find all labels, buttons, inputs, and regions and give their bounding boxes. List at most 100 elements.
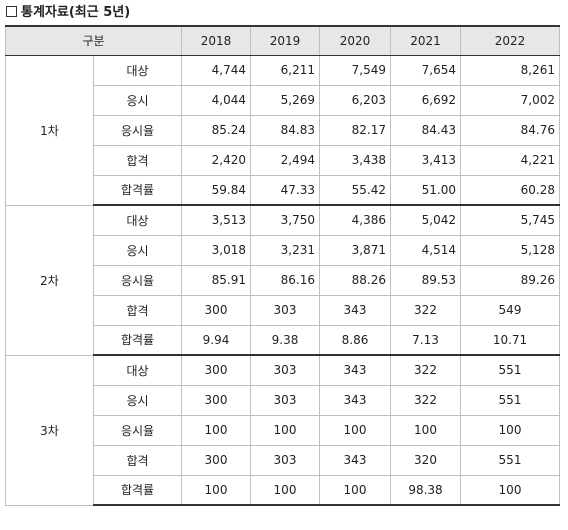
table-cell: 2,494 (250, 144, 320, 176)
table-cell: 303 (250, 294, 320, 326)
table-row: 응시율 100 100 100 100 100 (6, 414, 560, 446)
row-label: 대상 (93, 354, 182, 386)
table-cell: 4,221 (460, 144, 560, 176)
table-cell: 100 (460, 414, 560, 446)
table-cell: 322 (390, 354, 461, 386)
table-cell: 343 (319, 444, 391, 476)
row-label: 응시 (93, 234, 182, 266)
table-cell: 89.53 (390, 264, 461, 296)
table-cell: 98.38 (390, 474, 461, 506)
table-cell: 84.43 (390, 114, 461, 146)
table-cell: 8,261 (460, 54, 560, 86)
row-label: 응시율 (93, 264, 182, 296)
checkbox-square-icon (6, 6, 17, 17)
table-cell: 85.24 (181, 114, 251, 146)
table-cell: 5,745 (460, 204, 560, 236)
table-cell: 88.26 (319, 264, 391, 296)
header-year: 2019 (250, 25, 320, 56)
table-header: 구분 2018 2019 2020 2021 2022 (5, 25, 560, 56)
table-cell: 84.76 (460, 114, 560, 146)
table-cell: 84.83 (250, 114, 320, 146)
table-row: 응시 3,018 3,231 3,871 4,514 5,128 (6, 234, 560, 266)
table-cell: 343 (319, 384, 391, 416)
table-cell: 100 (181, 414, 251, 446)
row-label: 합격률 (93, 324, 182, 356)
table-cell: 59.84 (181, 174, 251, 206)
table-cell: 300 (181, 294, 251, 326)
table-cell: 4,386 (319, 204, 391, 236)
table-row: 합격 2,420 2,494 3,438 3,413 4,221 (6, 144, 560, 176)
row-label: 대상 (93, 54, 182, 86)
table-cell: 3,231 (250, 234, 320, 266)
table-row: 합격률 59.84 47.33 55.42 51.00 60.28 (6, 174, 560, 206)
table-cell: 100 (250, 474, 320, 506)
table-cell: 3,513 (181, 204, 251, 236)
table-cell: 10.71 (460, 324, 560, 356)
row-label: 합격률 (93, 474, 182, 506)
table-cell: 6,203 (319, 84, 391, 116)
header-year: 2021 (390, 25, 461, 56)
row-label: 응시율 (93, 114, 182, 146)
header-year: 2018 (181, 25, 251, 56)
table-cell: 322 (390, 294, 461, 326)
table-cell: 551 (460, 444, 560, 476)
group-label: 2차 (5, 204, 94, 356)
table-cell: 322 (390, 384, 461, 416)
table-cell: 343 (319, 294, 391, 326)
table-cell: 303 (250, 444, 320, 476)
header-year: 2020 (319, 25, 391, 56)
table-cell: 85.91 (181, 264, 251, 296)
table-cell: 55.42 (319, 174, 391, 206)
table-row: 합격률 100 100 100 98.38 100 (6, 474, 560, 506)
table-cell: 4,044 (181, 84, 251, 116)
table-cell: 9.94 (181, 324, 251, 356)
table-cell: 3,871 (319, 234, 391, 266)
table-cell: 86.16 (250, 264, 320, 296)
table-cell: 300 (181, 354, 251, 386)
group-label: 1차 (5, 54, 94, 206)
table-row: 2차 대상 3,513 3,750 4,386 5,042 5,745 (5, 204, 560, 356)
table-cell: 100 (250, 414, 320, 446)
table-row: 3차 대상 300 303 343 322 551 (5, 354, 560, 506)
table-cell: 300 (181, 444, 251, 476)
table-cell: 9.38 (250, 324, 320, 356)
statistics-table: 구분 2018 2019 2020 2021 2022 1차 대상 4,744 6,2… (5, 25, 560, 506)
table-cell: 3,018 (181, 234, 251, 266)
table-row: 응시 4,044 5,269 6,203 6,692 7,002 (6, 84, 560, 116)
table-body: 1차 대상 4,744 6,211 7,549 7,654 8,261 응시 4,044 5,26… (5, 54, 560, 506)
table-cell: 320 (390, 444, 461, 476)
table-row: 합격률 9.94 9.38 8.86 7.13 10.71 (6, 324, 560, 356)
table-cell: 100 (319, 414, 391, 446)
table-cell: 8.86 (319, 324, 391, 356)
table-cell: 47.33 (250, 174, 320, 206)
table-cell: 5,042 (390, 204, 461, 236)
table-cell: 4,514 (390, 234, 461, 266)
table-cell: 100 (319, 474, 391, 506)
table-cell: 549 (460, 294, 560, 326)
row-label: 합격 (93, 144, 182, 176)
table-row: 합격 300 303 343 320 551 (6, 444, 560, 476)
table-cell: 51.00 (390, 174, 461, 206)
table-cell: 7,549 (319, 54, 391, 86)
header-row: 구분 2018 2019 2020 2021 2022 (5, 25, 560, 56)
table-cell: 2,420 (181, 144, 251, 176)
table-row: 응시 300 303 343 322 551 (6, 384, 560, 416)
row-label: 합격 (93, 444, 182, 476)
table-cell: 7,654 (390, 54, 461, 86)
table-cell: 303 (250, 354, 320, 386)
table-cell: 100 (460, 474, 560, 506)
row-label: 응시율 (93, 414, 182, 446)
table-cell: 6,692 (390, 84, 461, 116)
table-cell: 551 (460, 354, 560, 386)
section-title-text: 통계자료(최근 5년) (21, 5, 131, 20)
table-row: 응시율 85.24 84.83 82.17 84.43 84.76 (6, 114, 560, 146)
section-title: 통계자료(최근 5년) (6, 3, 130, 23)
table-cell: 7.13 (390, 324, 461, 356)
table-cell: 3,413 (390, 144, 461, 176)
table-cell: 7,002 (460, 84, 560, 116)
group-label: 3차 (5, 354, 94, 506)
table-cell: 89.26 (460, 264, 560, 296)
row-label: 응시 (93, 84, 182, 116)
header-year: 2022 (460, 25, 560, 56)
table-cell: 5,269 (250, 84, 320, 116)
